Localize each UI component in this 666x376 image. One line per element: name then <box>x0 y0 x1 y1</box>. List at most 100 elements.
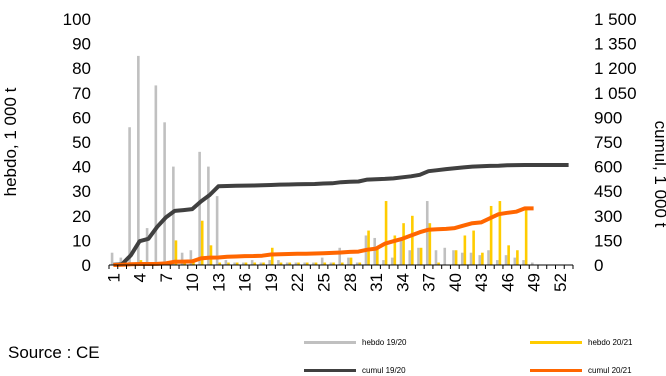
y-tick-label-right: 750 <box>594 133 622 152</box>
bar-hebdo-20-21 <box>305 262 309 265</box>
legend-label: cumul 19/20 <box>362 365 406 375</box>
x-tick-label: 19 <box>262 273 281 292</box>
bar-hebdo-20-21 <box>200 220 204 265</box>
y-tick-label-right: 0 <box>594 256 603 275</box>
legend-cumul-2021: cumul 20/21 <box>530 364 632 376</box>
bar-hebdo-19-20 <box>233 262 236 265</box>
bar-hebdo-19-20 <box>531 262 534 265</box>
bar-hebdo-20-21 <box>244 262 248 265</box>
bar-hebdo-19-20 <box>180 252 184 265</box>
bar-hebdo-19-20 <box>513 257 517 265</box>
bar-hebdo-19-20 <box>303 262 306 265</box>
bar-hebdo-20-21 <box>314 262 318 265</box>
y-tick-label-left: 80 <box>72 59 91 78</box>
x-tick-label: 13 <box>209 273 228 292</box>
y-tick-label-left: 90 <box>72 35 91 54</box>
y-tick-label-right: 900 <box>594 108 622 127</box>
x-tick-label: 52 <box>551 273 570 292</box>
bar-hebdo-20-21 <box>454 250 458 265</box>
y-tick-label-left: 10 <box>72 231 91 250</box>
bar-hebdo-19-20 <box>355 262 359 265</box>
y-tick-label-right: 1 500 <box>594 10 637 29</box>
legend-hebdo-2021: hebdo 20/21 <box>530 336 633 348</box>
bar-hebdo-19-20 <box>312 262 315 265</box>
legend-label: cumul 20/21 <box>588 365 632 375</box>
x-tick-label: 1 <box>104 273 123 282</box>
x-tick-label: 31 <box>367 273 386 292</box>
y-tick-label-right: 1 200 <box>594 59 637 78</box>
legend-swatch <box>530 340 582 344</box>
bar-hebdo-20-21 <box>253 262 257 265</box>
bar-hebdo-19-20 <box>522 260 525 265</box>
lines-layer <box>113 163 569 267</box>
bars-layer <box>110 55 534 266</box>
bar-hebdo-19-20 <box>128 127 131 266</box>
bar-hebdo-19-20 <box>408 250 412 265</box>
bar-hebdo-20-21 <box>489 205 493 265</box>
x-tick-label: 46 <box>498 273 517 292</box>
bar-hebdo-20-21 <box>235 262 239 265</box>
bar-hebdo-19-20 <box>347 257 350 265</box>
y-tick-label-left: 0 <box>82 256 91 275</box>
y-tick-label-left: 20 <box>72 207 91 226</box>
x-tick-label: 4 <box>131 273 150 282</box>
bar-hebdo-19-20 <box>478 255 482 265</box>
legend-hebdo-1920: hebdo 19/20 <box>304 336 407 348</box>
x-tick-label: 7 <box>157 273 176 282</box>
y-tick-label-right: 1 050 <box>594 84 637 103</box>
bar-hebdo-19-20 <box>338 247 341 265</box>
bar-hebdo-19-20 <box>329 262 333 265</box>
bar-hebdo-19-20 <box>137 55 140 266</box>
bar-hebdo-20-21 <box>262 262 265 265</box>
bar-hebdo-19-20 <box>215 196 219 265</box>
bar-hebdo-19-20 <box>119 257 123 265</box>
legend-cumul-1920: cumul 19/20 <box>304 364 406 376</box>
x-tick-label: 22 <box>288 273 307 292</box>
line-cumul-19-20 <box>113 163 569 267</box>
bar-hebdo-19-20 <box>154 85 158 265</box>
bar-hebdo-20-21 <box>524 208 528 265</box>
bar-hebdo-20-21 <box>279 262 283 265</box>
bar-hebdo-20-21 <box>393 235 397 265</box>
legend-label: hebdo 20/21 <box>588 337 633 347</box>
bar-hebdo-20-21 <box>358 262 362 265</box>
y-tick-label-left: 100 <box>63 10 91 29</box>
y-tick-label-right: 450 <box>594 182 622 201</box>
legend-swatch <box>530 368 582 372</box>
y-tick-label-left: 40 <box>72 158 91 177</box>
bar-hebdo-20-21 <box>323 262 327 265</box>
bar-hebdo-19-20 <box>382 260 385 265</box>
x-tick-label: 43 <box>472 273 491 292</box>
bar-hebdo-20-21 <box>498 201 502 265</box>
x-tick-label: 34 <box>393 273 412 292</box>
bar-hebdo-19-20 <box>425 201 429 265</box>
bar-hebdo-19-20 <box>504 255 508 265</box>
bar-hebdo-19-20 <box>399 240 403 265</box>
bar-hebdo-19-20 <box>207 166 210 265</box>
bar-hebdo-19-20 <box>285 262 289 265</box>
bar-hebdo-20-21 <box>218 262 222 265</box>
legend-swatch <box>304 340 356 344</box>
bar-hebdo-19-20 <box>390 257 394 265</box>
bar-hebdo-19-20 <box>487 250 490 265</box>
x-tick-label: 25 <box>314 273 333 292</box>
x-tick-label: 49 <box>525 273 544 292</box>
bar-hebdo-20-21 <box>507 245 510 265</box>
bar-hebdo-19-20 <box>268 260 271 265</box>
bar-hebdo-19-20 <box>189 250 193 265</box>
line-cumul-20-21 <box>113 206 534 267</box>
bar-hebdo-19-20 <box>443 247 447 265</box>
bar-hebdo-20-21 <box>288 262 292 265</box>
bar-hebdo-20-21 <box>402 223 405 265</box>
bar-hebdo-19-20 <box>294 262 298 265</box>
bar-hebdo-19-20 <box>242 262 245 265</box>
bar-hebdo-20-21 <box>227 262 230 265</box>
bar-hebdo-20-21 <box>209 245 213 265</box>
bar-hebdo-19-20 <box>277 260 280 265</box>
x-tick-label: 37 <box>420 273 439 292</box>
bar-hebdo-20-21 <box>463 235 467 265</box>
bar-hebdo-20-21 <box>384 201 388 265</box>
bar-hebdo-19-20 <box>434 250 438 265</box>
bar-hebdo-19-20 <box>460 252 464 265</box>
